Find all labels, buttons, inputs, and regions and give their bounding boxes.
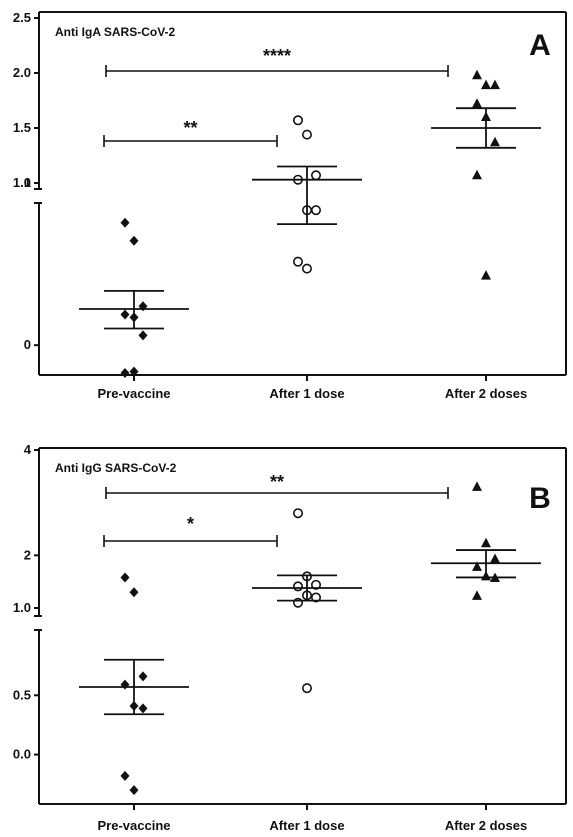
data-point bbox=[292, 256, 303, 267]
data-point bbox=[310, 592, 321, 603]
data-point bbox=[472, 98, 482, 108]
panel-b: 2 4 0.0 0.5 1.0 Pre-vaccine After 1 dose After … bbox=[13, 442, 567, 833]
y-tick-label: 2 bbox=[24, 547, 31, 562]
data-point bbox=[292, 115, 303, 126]
data-point bbox=[472, 169, 482, 180]
data-point bbox=[292, 581, 303, 592]
data-point bbox=[310, 205, 321, 216]
data-point bbox=[301, 129, 312, 140]
y-tick-label: 1.0 bbox=[13, 600, 31, 615]
data-point bbox=[292, 508, 303, 519]
significance-label: * bbox=[187, 514, 194, 534]
data-point bbox=[481, 537, 491, 548]
x-tick-label: After 2 doses bbox=[445, 818, 527, 833]
data-point bbox=[481, 79, 491, 90]
data-point bbox=[301, 263, 312, 274]
y-tick-label: 1.0 bbox=[13, 175, 31, 190]
data-point bbox=[120, 217, 130, 228]
panel-a: 1.0 1.5 2.0 2.5 0 1 Pre-vaccine After 1 dose Aft… bbox=[13, 10, 567, 401]
significance-label: ** bbox=[183, 118, 197, 138]
y-tick-label: 0.0 bbox=[13, 747, 31, 762]
data-point bbox=[490, 136, 500, 147]
data-point bbox=[310, 170, 321, 181]
data-point bbox=[490, 553, 500, 564]
data-point bbox=[120, 572, 130, 583]
data-point bbox=[138, 330, 148, 341]
data-point bbox=[138, 703, 148, 714]
data-point bbox=[129, 587, 139, 598]
y-tick-label: 1 bbox=[24, 175, 31, 190]
data-point bbox=[310, 579, 321, 590]
y-tick-label: 2.5 bbox=[13, 10, 31, 25]
data-point bbox=[129, 366, 139, 377]
x-tick-label: After 2 doses bbox=[445, 386, 527, 401]
x-tick-label: Pre-vaccine bbox=[98, 386, 171, 401]
panel-label: B bbox=[529, 482, 551, 515]
data-point bbox=[490, 79, 500, 90]
chart-title: Anti IgA SARS-CoV-2 bbox=[55, 25, 176, 39]
data-point bbox=[472, 561, 482, 571]
y-tick-label: 0 bbox=[24, 337, 31, 352]
data-point bbox=[301, 683, 312, 694]
x-tick-label: Pre-vaccine bbox=[98, 818, 171, 833]
data-point bbox=[120, 770, 130, 781]
data-point bbox=[472, 481, 482, 491]
data-point bbox=[138, 671, 148, 682]
chart-title: Anti IgG SARS-CoV-2 bbox=[55, 461, 177, 475]
significance-label: ** bbox=[270, 472, 284, 492]
y-tick-label: 1.5 bbox=[13, 120, 31, 135]
data-point bbox=[481, 270, 491, 280]
x-tick-label: After 1 dose bbox=[269, 818, 344, 833]
data-point bbox=[129, 235, 139, 246]
data-point bbox=[120, 679, 130, 690]
y-tick-label: 4 bbox=[24, 442, 32, 457]
data-point bbox=[120, 309, 130, 320]
y-tick-label: 2.0 bbox=[13, 65, 31, 80]
x-tick-label: After 1 dose bbox=[269, 386, 344, 401]
data-point bbox=[472, 590, 482, 600]
data-point bbox=[120, 368, 130, 378]
data-point bbox=[129, 785, 139, 796]
y-tick-label: 0.5 bbox=[13, 687, 31, 702]
data-point bbox=[472, 69, 482, 80]
significance-label: **** bbox=[263, 46, 291, 66]
panel-label: A bbox=[529, 29, 551, 62]
